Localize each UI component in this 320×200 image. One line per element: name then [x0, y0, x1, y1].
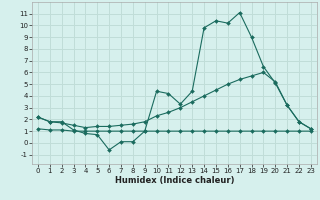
X-axis label: Humidex (Indice chaleur): Humidex (Indice chaleur)	[115, 176, 234, 185]
